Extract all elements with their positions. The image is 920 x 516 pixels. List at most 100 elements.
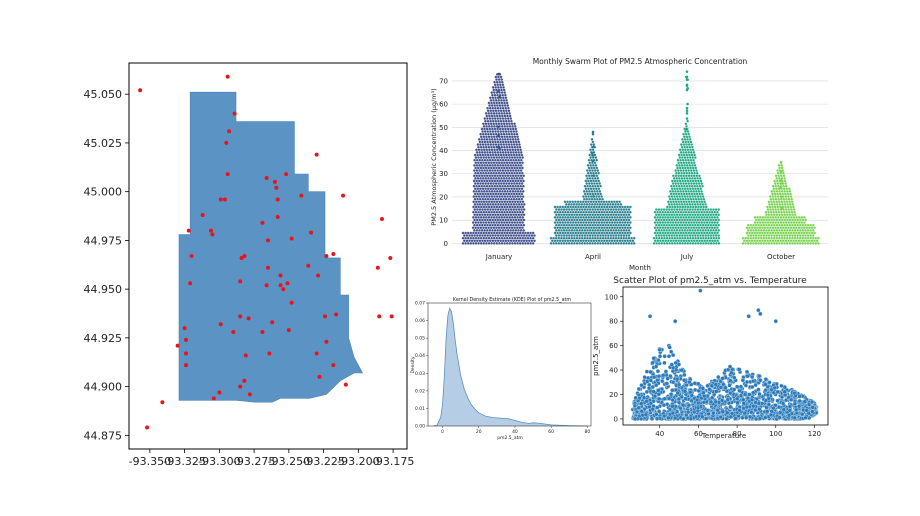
- swarm-dot: [665, 236, 669, 240]
- swarm-dot: [772, 187, 776, 191]
- swarm-dot: [481, 208, 485, 211]
- scatter-dot: [682, 389, 688, 394]
- scatter-dot: [802, 399, 807, 404]
- swarm-dot: [595, 158, 599, 162]
- swarm-dot: [695, 221, 699, 224]
- swarm-dot: [595, 239, 598, 243]
- swarm-dot: [785, 210, 789, 214]
- swarm-dot: [662, 208, 666, 211]
- swarm-dot: [497, 215, 501, 219]
- swarm-dot: [748, 231, 752, 235]
- swarm-dot: [579, 215, 583, 219]
- swarm-dot: [668, 241, 672, 245]
- swarm-dot: [495, 166, 498, 170]
- swarm-dot: [506, 150, 510, 154]
- swarm-dot: [570, 223, 574, 227]
- swarm-dot: [494, 153, 498, 157]
- swarm-dot: [801, 218, 805, 222]
- swarm-dot: [498, 184, 502, 188]
- scatter-dot: [687, 379, 692, 385]
- swarm-dot: [717, 223, 721, 227]
- swarm-dot: [593, 208, 597, 211]
- swarm-dot: [484, 143, 488, 146]
- swarm-dot: [522, 239, 526, 243]
- scatter-dot: [768, 412, 774, 418]
- swarm-dot: [785, 234, 789, 237]
- swarm-dot: [501, 137, 505, 141]
- swarm-dot: [514, 127, 518, 131]
- swarm-dot: [695, 192, 699, 196]
- swarm-dot: [763, 215, 767, 219]
- swarm-dot: [500, 195, 504, 198]
- swarm-dot: [709, 208, 713, 211]
- swarm-dot: [499, 158, 502, 162]
- swarm-dot: [653, 226, 657, 230]
- scatter-dot: [654, 412, 659, 417]
- swarm-dot: [709, 236, 713, 240]
- swarm-dot: [582, 189, 586, 193]
- swarm-dot: [688, 145, 692, 149]
- swarm-dot: [783, 179, 787, 183]
- swarm-dot: [572, 236, 576, 240]
- swarm-dot: [553, 239, 557, 243]
- swarm-dot: [510, 241, 514, 245]
- swarm-dot: [788, 202, 792, 206]
- scatter-dot: [648, 378, 653, 383]
- swarm-dot: [566, 210, 570, 214]
- swarm-dot: [702, 210, 706, 214]
- swarm-dot: [675, 208, 679, 211]
- swarm-dot: [488, 239, 492, 243]
- swarm-dot: [670, 223, 674, 227]
- map-point: [274, 185, 279, 190]
- swarm-dot: [521, 205, 525, 209]
- swarm-dot: [662, 218, 666, 222]
- swarm-dot: [515, 153, 519, 157]
- swarm-dot: [703, 200, 707, 204]
- swarm-dot: [509, 234, 513, 237]
- swarm-dot: [748, 226, 752, 230]
- map-point: [289, 236, 294, 241]
- swarm-dot: [603, 202, 607, 206]
- scatter-dot: [723, 385, 728, 390]
- swarm-dot: [691, 195, 695, 198]
- swarm-dot: [475, 189, 478, 193]
- swarm-dot: [567, 241, 571, 245]
- swarm-dot: [521, 161, 525, 165]
- swarm-dot: [787, 187, 791, 191]
- swarm-dot: [757, 236, 761, 240]
- swarm-dot: [685, 128, 688, 131]
- swarm-dot: [503, 200, 507, 204]
- swarm-dot: [767, 200, 771, 204]
- swarm-dot: [576, 221, 580, 224]
- swarm-dot: [684, 75, 688, 79]
- swarm-dot: [510, 236, 514, 240]
- swarm-dot: [788, 228, 792, 232]
- swarm-dot: [482, 205, 486, 209]
- swarm-dot: [469, 236, 473, 240]
- swarm-dot: [660, 236, 664, 240]
- swarm-dot: [517, 158, 521, 162]
- swarm-dot: [504, 153, 508, 157]
- swarm-dot: [606, 202, 610, 206]
- swarm-dot: [692, 161, 696, 165]
- swarm-dot: [504, 208, 508, 211]
- swarm-dot: [792, 231, 796, 235]
- scatter-dot: [667, 345, 672, 350]
- swarm-dot: [669, 221, 673, 224]
- swarm-dot: [798, 228, 802, 232]
- swarm-dot: [674, 231, 678, 235]
- swarm-dot: [770, 189, 774, 193]
- swarm-dot: [503, 195, 507, 198]
- swarm-dot: [705, 226, 709, 230]
- swarm-dot: [571, 215, 575, 219]
- swarm-dot: [495, 104, 499, 107]
- swarm-dot: [512, 150, 515, 154]
- swarm-dot: [500, 231, 504, 235]
- swarm-dot: [517, 223, 521, 227]
- swarm-dot: [621, 215, 625, 219]
- swarm-dot: [680, 163, 684, 167]
- swarm-dot: [700, 182, 704, 185]
- swarm-dot: [686, 148, 690, 152]
- swarm-dot: [483, 202, 487, 206]
- swarm-dot: [492, 215, 496, 219]
